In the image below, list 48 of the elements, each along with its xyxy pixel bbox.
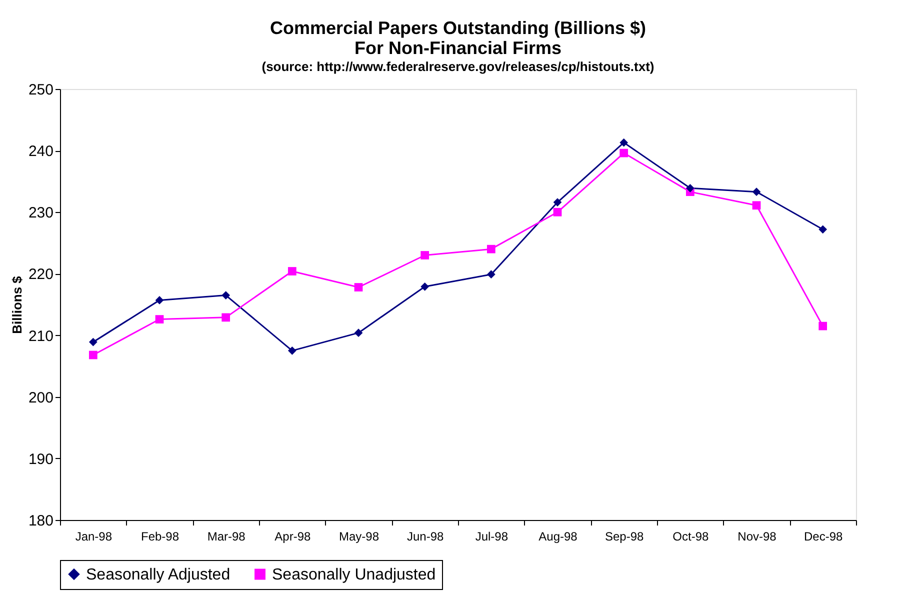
point (686, 184, 694, 192)
chart-title: Commercial Papers Outstanding (Billions $) For Non-Financial Firms (270, 18, 646, 58)
point (222, 291, 230, 300)
point (620, 148, 628, 158)
point (354, 328, 363, 338)
point (222, 313, 230, 322)
x-tick-label: Aug-98 (538, 530, 578, 544)
point (88, 350, 98, 360)
legend-label: Seasonally Unadjusted (272, 566, 436, 584)
y-tick-label: 250 (28, 82, 54, 98)
x-tick-label: Dec-98 (804, 530, 843, 544)
point (486, 270, 496, 279)
point (486, 244, 496, 254)
point (155, 315, 164, 324)
point (818, 322, 828, 330)
point (553, 208, 562, 216)
point (620, 138, 628, 147)
y-tick-label: 220 (28, 266, 54, 284)
x-tick-label: Jun-98 (406, 530, 444, 544)
x-tick-label: Jul-98 (475, 530, 508, 544)
x-tick-label: Apr-98 (274, 530, 311, 544)
point (818, 225, 828, 234)
point (288, 346, 296, 355)
point (420, 251, 430, 260)
x-tick-label: Mar-98 (207, 530, 246, 544)
x-tick-label: May-98 (338, 530, 380, 544)
y-tick-label: 230 (28, 204, 54, 222)
legend-label: Seasonally Adjusted (86, 566, 230, 584)
point (354, 283, 363, 292)
y-tick-label: 180 (28, 512, 54, 530)
y-tick-label: 240 (28, 143, 54, 160)
point (553, 198, 562, 206)
y-axis-title: Billions $ (9, 275, 24, 334)
x-tick-label: Oct-98 (672, 530, 709, 544)
point (155, 296, 164, 304)
point (88, 338, 98, 346)
y-tick-label: 200 (28, 389, 54, 406)
chart-subtitle: (source: http://www.federalreserve.gov/releases/cp/histouts.txt) (262, 59, 654, 74)
x-tick-label: Jan-98 (75, 530, 112, 544)
x-tick-label: Sep-98 (604, 530, 644, 544)
y-tick-label: 190 (28, 450, 54, 468)
point (752, 188, 761, 196)
point (420, 282, 430, 291)
x-tick-label: Feb-98 (140, 530, 180, 544)
point (752, 201, 761, 210)
y-tick-label: 210 (28, 328, 54, 345)
point (288, 267, 296, 276)
x-tick-label: Nov-98 (738, 530, 777, 544)
